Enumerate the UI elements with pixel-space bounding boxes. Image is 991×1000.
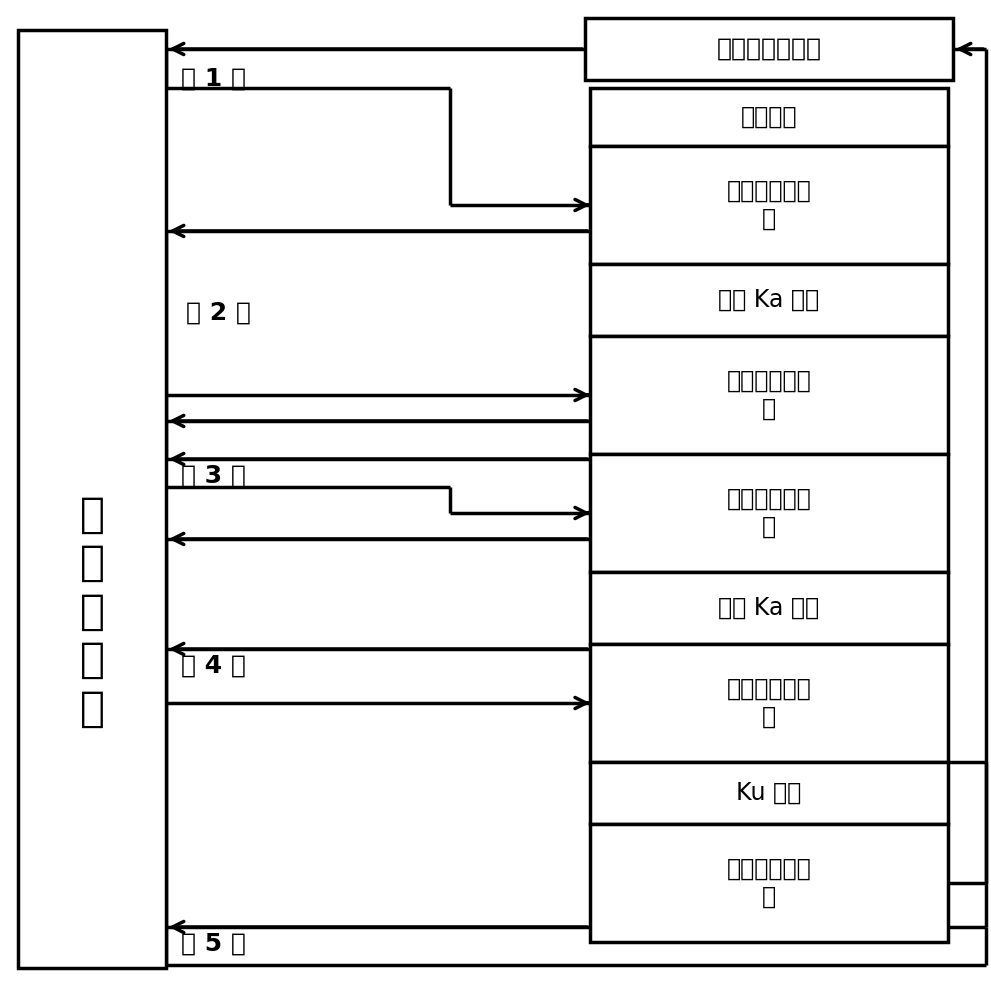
Text: Ku 模块: Ku 模块	[736, 781, 802, 805]
Text: 冷
凝
换
热
器: 冷 凝 换 热 器	[79, 493, 104, 730]
Text: 电源模块: 电源模块	[740, 105, 797, 129]
Text: 第 3 路: 第 3 路	[181, 464, 246, 488]
Text: 第一平板蒸发
器: 第一平板蒸发 器	[726, 179, 812, 231]
Bar	[590, 264, 948, 336]
Bar	[590, 454, 948, 572]
Bar	[585, 18, 953, 80]
Text: 第 4 路: 第 4 路	[181, 654, 246, 678]
Bar	[590, 572, 948, 644]
Text: 第三平板蒸发
器: 第三平板蒸发 器	[726, 487, 812, 539]
Bar	[590, 644, 948, 762]
Text: 第 5 路: 第 5 路	[181, 932, 246, 956]
Text: 第四平板蒸发
器: 第四平板蒸发 器	[726, 677, 812, 729]
Text: 第二平板蒸发
器: 第二平板蒸发 器	[726, 369, 812, 421]
Text: 第五平板蒸发
器: 第五平板蒸发 器	[726, 857, 812, 909]
Text: 第一 Ka 模块: 第一 Ka 模块	[718, 288, 820, 312]
Text: 第 1 路: 第 1 路	[181, 67, 246, 91]
Bar	[590, 824, 948, 942]
Bar	[590, 762, 948, 824]
Bar	[590, 88, 948, 146]
Bar	[590, 336, 948, 454]
Text: 第 2 路: 第 2 路	[186, 301, 251, 325]
Text: 环路热管毛细泵: 环路热管毛细泵	[716, 37, 822, 61]
Text: 第二 Ka 模块: 第二 Ka 模块	[718, 596, 820, 620]
Bar	[18, 30, 166, 968]
Bar	[590, 146, 948, 264]
